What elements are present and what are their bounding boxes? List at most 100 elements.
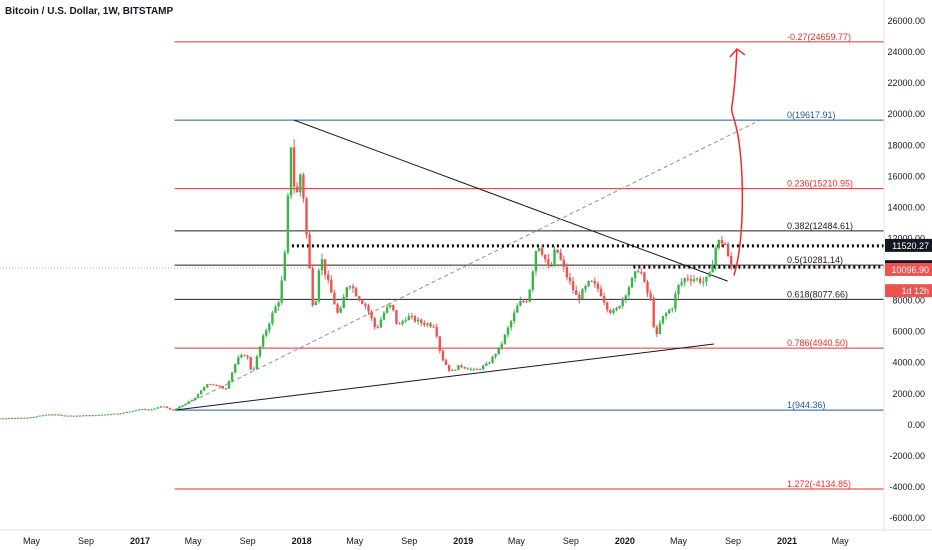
candle-body [488, 362, 491, 364]
time-tick-label: 2020 [615, 536, 635, 546]
candle-body [562, 259, 566, 267]
price-tick-label: 2000.00 [892, 389, 925, 399]
candle-body [172, 409, 175, 411]
candle-body [103, 414, 107, 416]
time-tick-label: Sep [725, 536, 741, 546]
candle-body [615, 308, 618, 311]
candle-body [141, 409, 144, 411]
candle-body [230, 372, 234, 382]
dotted-levels [0, 244, 884, 269]
candle-body [652, 297, 655, 328]
candle-body [66, 415, 70, 417]
time-tick-label: Sep [563, 536, 579, 546]
candle-body [540, 247, 544, 255]
candle-body [426, 323, 429, 325]
time-tick-label: May [23, 536, 41, 546]
candle-body [128, 411, 132, 413]
candle-body [82, 415, 85, 417]
price-tick-label: 20000.00 [887, 109, 925, 119]
candle-body [602, 296, 606, 303]
time-tick-label: 2019 [453, 536, 473, 546]
candle-body [525, 301, 528, 303]
candle-body [35, 416, 39, 418]
fib-label: 0.236(15210.95) [787, 179, 853, 189]
candle-body [7, 418, 11, 420]
candle-body [175, 408, 178, 410]
candle-body [150, 409, 153, 411]
candle-body [404, 320, 407, 322]
candle-body [44, 414, 48, 416]
candle-body [699, 278, 702, 283]
candle-body [643, 272, 646, 282]
candle-body [494, 354, 497, 357]
candle-body [410, 315, 414, 317]
candle-body [85, 415, 88, 417]
candle-body [717, 240, 721, 249]
candle-body [274, 306, 277, 313]
candle-body [720, 240, 724, 244]
candle-body [671, 308, 674, 310]
candle-body [4, 418, 8, 420]
candle-body [122, 412, 125, 414]
candle-body [627, 287, 631, 296]
candle-body [268, 323, 271, 331]
candle-body [451, 369, 454, 371]
candle-body [240, 355, 243, 358]
candle-body [649, 293, 652, 298]
candle-body [289, 147, 293, 196]
candle-body [457, 365, 460, 371]
candle-body [165, 406, 169, 409]
price-tick-label: 22000.00 [887, 78, 925, 88]
candle-body [271, 312, 274, 324]
candle-body [79, 415, 82, 417]
candle-body [193, 398, 197, 400]
candle-body [351, 286, 355, 289]
candle-body [432, 326, 435, 328]
candle-body [491, 356, 494, 363]
candle-body [379, 319, 383, 328]
candle-body [147, 409, 150, 411]
candle-body [196, 394, 200, 399]
candle-body [17, 417, 20, 419]
candle-body [655, 327, 659, 335]
candle-body [72, 415, 76, 417]
candle-body [466, 368, 469, 370]
candle-body [664, 313, 668, 316]
projection-curve [730, 48, 744, 276]
time-axis[interactable]: May Sep 2017 May Sep 2018 May Sep 2019 May Sep 2020… [23, 536, 849, 546]
candle-body [187, 401, 190, 404]
ascending-support-line [174, 343, 714, 411]
price-tick-label: 14000.00 [887, 202, 925, 212]
time-tick-label: May [508, 536, 526, 546]
candle-body [311, 268, 314, 306]
candle-body [460, 365, 463, 368]
candle-body [1, 418, 4, 420]
candle-body [376, 326, 380, 328]
candle-body [556, 249, 559, 253]
candle-body [314, 301, 318, 306]
candle-body [519, 301, 522, 306]
candle-body [106, 414, 110, 416]
candle-body [305, 198, 308, 235]
candle-body [711, 264, 714, 273]
candle-body [333, 292, 336, 305]
candle-body [689, 279, 693, 281]
candle-body [565, 266, 569, 278]
candle-body [91, 415, 94, 417]
candle-body [361, 300, 364, 304]
candle-body [237, 357, 240, 365]
candle-body [296, 186, 299, 193]
fib-label: 0.618(8077.66) [787, 289, 848, 299]
price-tick-label: -4000.00 [889, 482, 925, 492]
candle-body [392, 304, 395, 311]
candlestick-series [0, 139, 733, 420]
price-tick-label: 12000.00 [887, 233, 925, 243]
fib-label: 1(944.36) [787, 400, 826, 410]
candle-body [475, 368, 479, 370]
candle-body [339, 308, 342, 313]
candle-body [522, 301, 525, 303]
candle-body [702, 281, 705, 283]
candle-body [215, 385, 218, 387]
candle-body [509, 320, 513, 328]
